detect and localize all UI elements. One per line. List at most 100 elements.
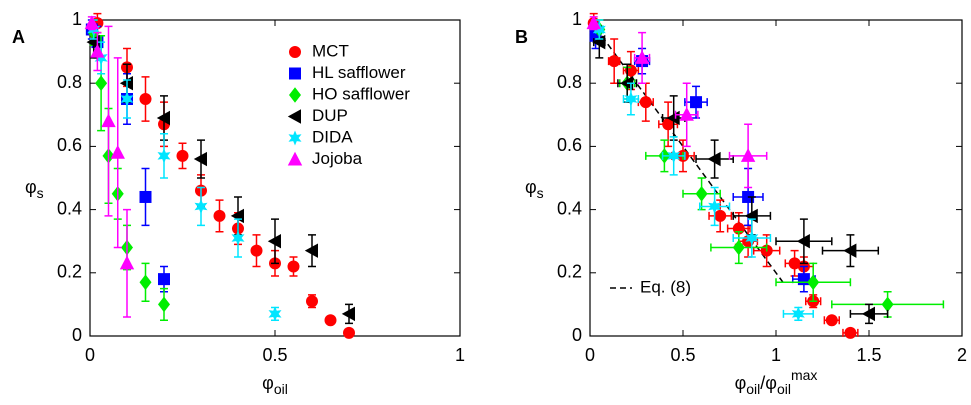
y-tick-label: 1 (72, 9, 82, 29)
data-point (679, 107, 694, 121)
data-point (139, 274, 152, 291)
data-point (690, 96, 703, 109)
data-point (881, 296, 894, 313)
data-point (176, 149, 189, 162)
data-point (193, 151, 207, 167)
data-point (306, 295, 318, 308)
data-point (250, 244, 263, 257)
axis-label-part: φ (25, 177, 37, 197)
legend-marker (287, 151, 303, 166)
axis-label-part: max (791, 367, 817, 383)
legend-label: HO safflower (312, 84, 410, 103)
axis-label-part: /φ (760, 373, 777, 393)
data-point (158, 273, 170, 286)
y-tick-label: 0.4 (557, 198, 582, 218)
data-point (634, 50, 650, 64)
axis-label-part: oil (777, 381, 791, 397)
data-point (120, 91, 134, 107)
data-point (84, 15, 100, 30)
data-point (620, 76, 634, 91)
data-point (843, 243, 857, 258)
legend-label: DUP (312, 106, 348, 125)
y-tick-label: 0.8 (557, 72, 582, 92)
y-tick-label: 0.8 (57, 72, 82, 92)
data-point (714, 209, 727, 222)
panel-label: B (515, 27, 528, 47)
axis-label-part: φ (525, 177, 537, 197)
data-point (639, 96, 652, 109)
legend-label: DIDA (312, 127, 353, 146)
data-point (586, 15, 601, 30)
data-point (213, 209, 226, 222)
legend-label: Jojoba (312, 149, 363, 168)
legend-label: MCT (312, 41, 349, 60)
axis-label: φoil​ (262, 373, 288, 397)
x-tick-label: 2 (957, 345, 967, 365)
data-point (119, 255, 135, 270)
y-tick-label: 0.6 (57, 135, 82, 155)
axis-label-part: s (537, 185, 544, 201)
data-point (267, 234, 281, 249)
data-point (624, 91, 638, 107)
data-point (156, 110, 170, 126)
legend-marker (289, 67, 301, 80)
data-point (268, 306, 282, 322)
x-tick-label: 0.5 (262, 345, 287, 365)
x-tick-label: 0.5 (670, 345, 695, 365)
y-tick-label: 0 (572, 325, 582, 345)
data-point (139, 93, 152, 105)
data-point (791, 306, 805, 322)
data-point (732, 239, 745, 256)
data-point (745, 230, 759, 246)
legend-marker (289, 87, 301, 103)
legend-label: HL safflower (312, 63, 406, 82)
data-point (304, 243, 318, 258)
data-point (95, 75, 108, 91)
axis-label-part: s (37, 185, 44, 201)
data-point (825, 314, 838, 327)
axis-label-part: oil (274, 381, 288, 397)
legend-label: Eq. (8) (640, 277, 691, 296)
x-tick-label: 1.5 (856, 345, 881, 365)
data-point (592, 21, 606, 37)
panel-label: A (12, 27, 25, 47)
data-point (287, 260, 300, 273)
axis-label-part: oil (746, 381, 760, 397)
data-point (194, 198, 208, 214)
axis-label: φs​ (525, 177, 544, 201)
data-point (861, 306, 875, 322)
data-point (740, 148, 756, 162)
data-point (707, 151, 721, 167)
y-tick-label: 0.4 (57, 198, 82, 218)
data-point (796, 234, 810, 249)
data-point (343, 326, 355, 339)
x-tick-label: 0 (85, 345, 95, 365)
data-point (708, 198, 722, 214)
legend-marker (289, 46, 301, 58)
y-tick-label: 0.2 (57, 262, 82, 282)
axis-label-part: φ (735, 373, 747, 393)
y-tick-label: 1 (572, 9, 582, 29)
data-point (158, 296, 170, 313)
legend-marker (288, 130, 302, 146)
data-point (788, 257, 801, 270)
data-point (139, 190, 152, 203)
data-point (667, 148, 681, 164)
x-tick-label: 1 (455, 345, 465, 365)
axis-label: φoil​/φoil​max​ (735, 367, 818, 397)
data-point (662, 118, 675, 131)
panel: B 0 0.2 0.4 0.6 0.8 1 0 0.5 1 1.5 2 φs​ φoil​/φoil​ma… (515, 9, 967, 397)
data-point (324, 314, 337, 327)
data-point (90, 43, 105, 58)
data-point (844, 326, 857, 339)
y-tick-label: 0 (72, 325, 82, 345)
x-tick-label: 0 (585, 345, 595, 365)
data-point (807, 274, 820, 291)
data-point (101, 113, 116, 128)
data-point (608, 55, 621, 68)
x-tick-label: 1 (771, 345, 781, 365)
y-tick-label: 0.6 (557, 135, 582, 155)
data-point (94, 50, 108, 66)
data-point (695, 186, 708, 202)
data-point (110, 144, 125, 159)
